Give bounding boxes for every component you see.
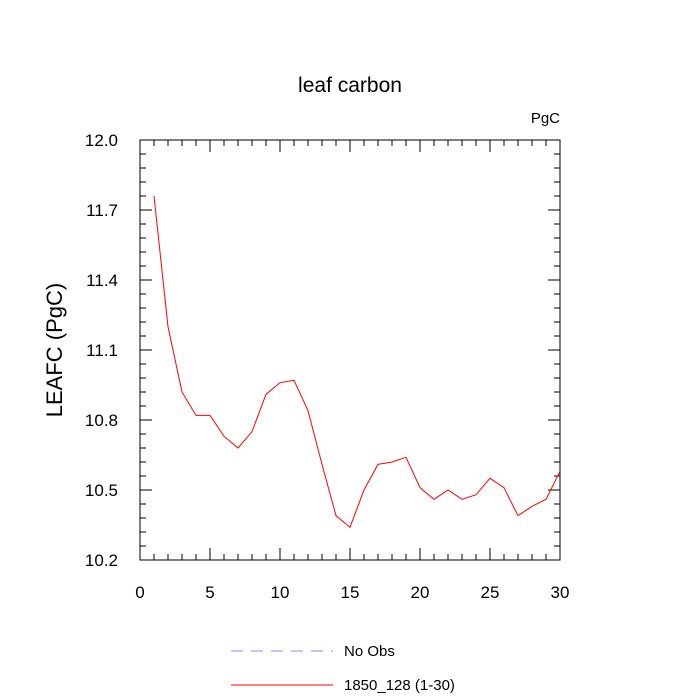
x-tick-label: 5 bbox=[205, 583, 214, 602]
chart-title: leaf carbon bbox=[298, 74, 402, 97]
y-tick-label: 10.5 bbox=[85, 481, 118, 500]
plot-frame bbox=[139, 139, 561, 561]
x-tick-label: 20 bbox=[411, 583, 430, 602]
y-tick-label: 12.0 bbox=[85, 131, 118, 150]
series-lines bbox=[153, 195, 561, 529]
x-tick-label: 0 bbox=[135, 583, 144, 602]
y-tick-label: 11.1 bbox=[86, 341, 118, 360]
legend: No Obs 1850_128 (1-30) bbox=[231, 643, 455, 694]
units-label: PgC bbox=[531, 110, 560, 127]
y-axis-label: LEAFC (PgC) bbox=[42, 283, 67, 417]
x-tick-label: 25 bbox=[481, 583, 500, 602]
y-tick-label: 11.7 bbox=[86, 201, 118, 220]
legend-label: No Obs bbox=[344, 643, 395, 660]
y-tick-label: 10.8 bbox=[85, 411, 118, 430]
legend-label: 1850_128 (1-30) bbox=[344, 677, 455, 694]
x-tick-label: 10 bbox=[271, 583, 290, 602]
axis-ticks: 0 5 10 15 20 25 30 10.2 10.5 10.8 11.1 11.4 11.7 12.0 bbox=[85, 131, 570, 602]
x-tick-label: 30 bbox=[551, 583, 570, 602]
x-tick-label: 15 bbox=[341, 583, 360, 602]
y-tick-label: 10.2 bbox=[85, 551, 118, 570]
y-tick-label: 11.4 bbox=[86, 271, 118, 290]
series-line bbox=[153, 195, 561, 529]
